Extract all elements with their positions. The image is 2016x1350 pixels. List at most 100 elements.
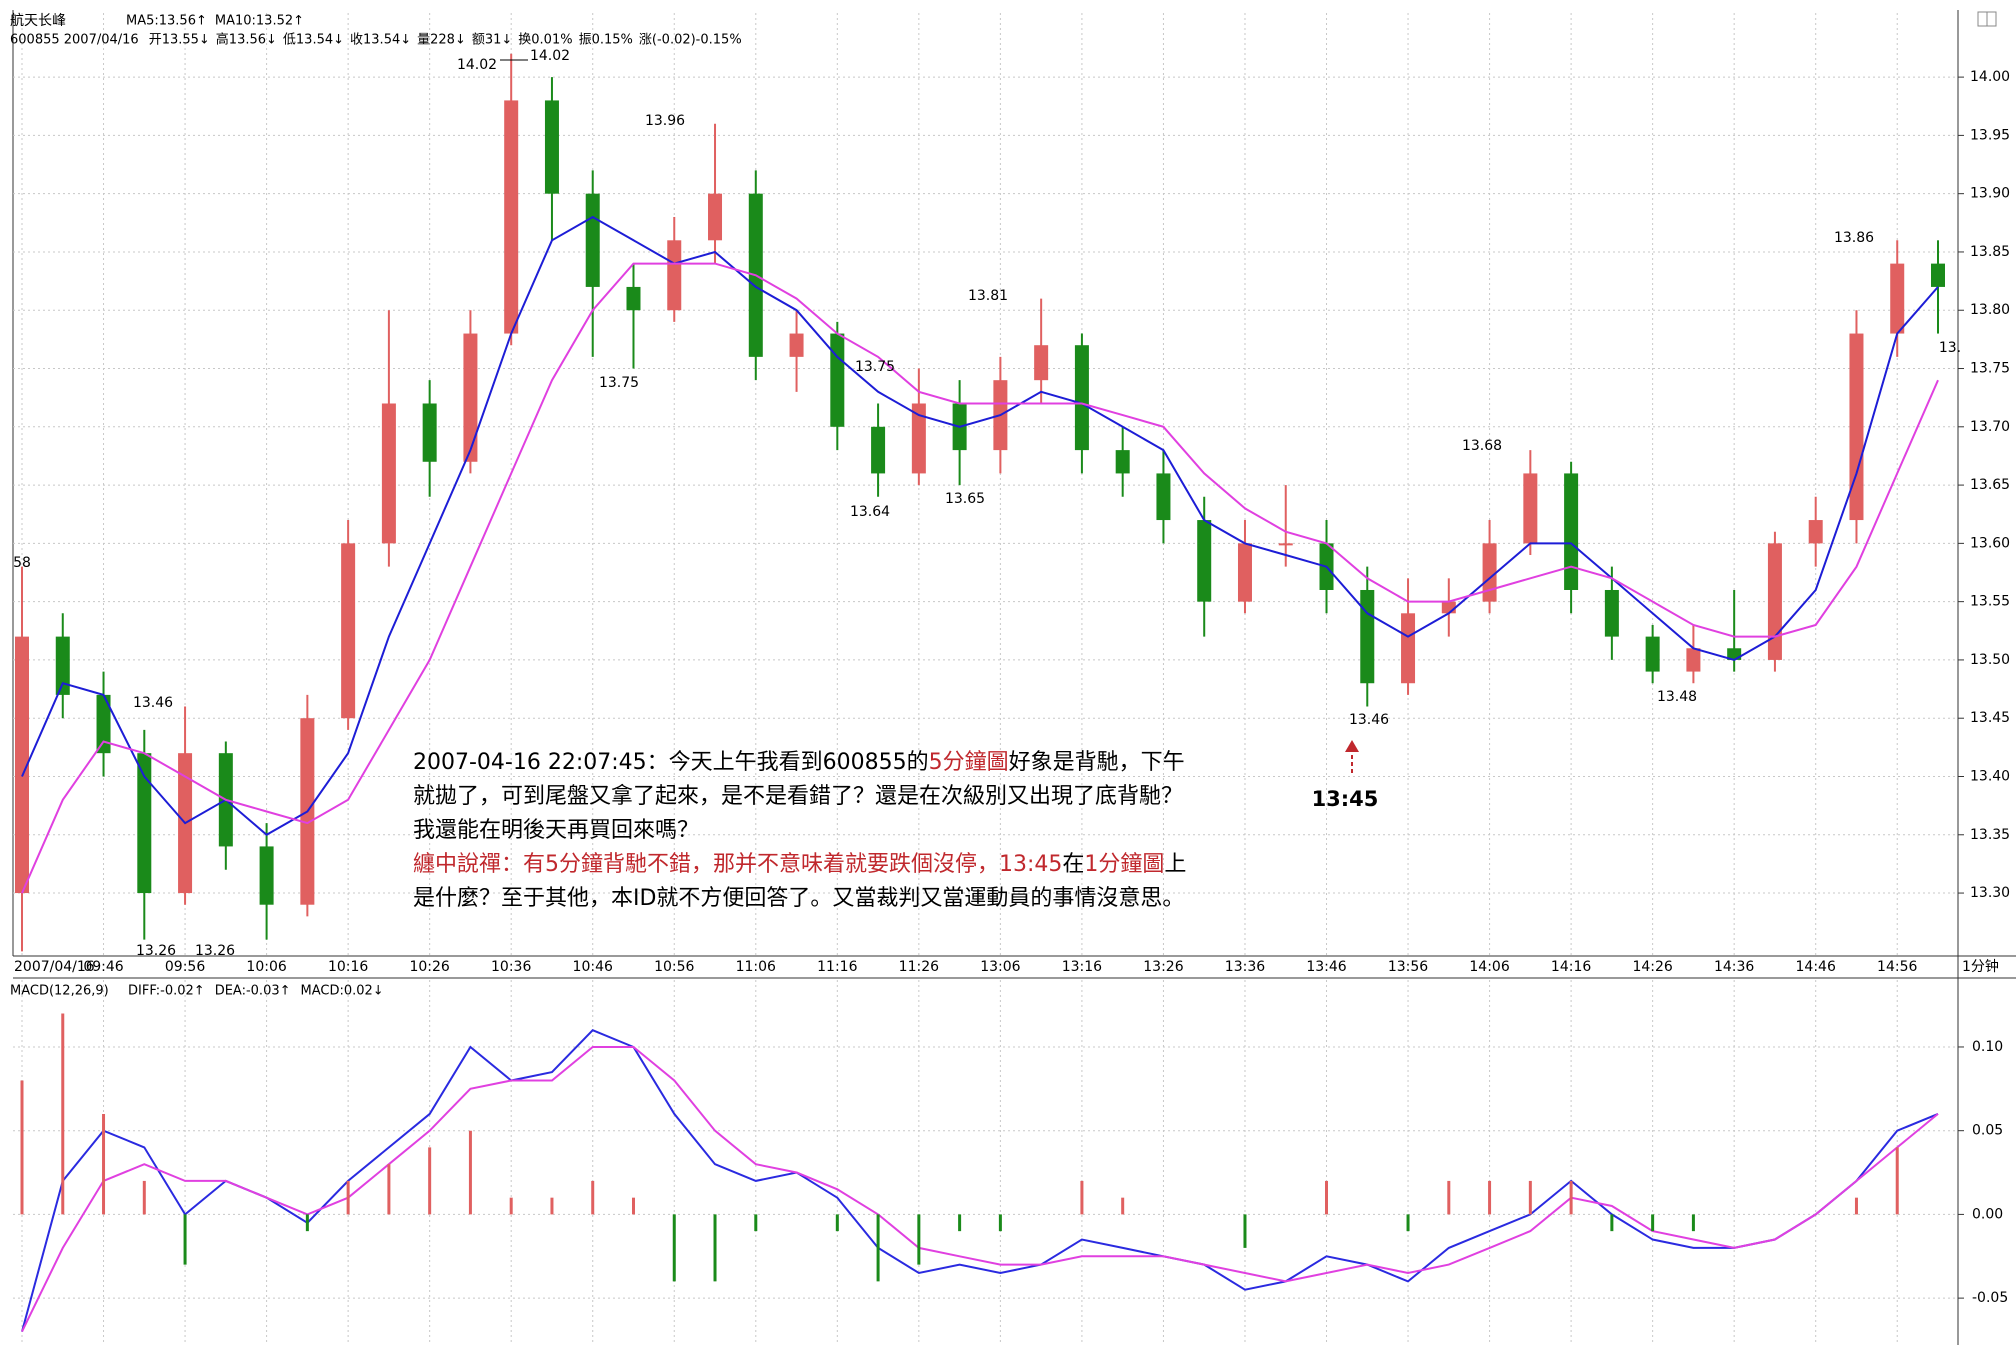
y-tick-label: 13.90 (1970, 186, 2010, 202)
x-tick-label: 09:46 (83, 959, 123, 975)
candle-body (1849, 333, 1864, 521)
price-annotation: 13.96 (645, 113, 685, 129)
candle-body (463, 333, 478, 462)
quote-item: 量228↓ (417, 33, 466, 48)
candle-body (504, 100, 519, 334)
y-tick-label: 13.50 (1970, 652, 2010, 668)
x-tick-label: 11:16 (817, 959, 857, 975)
y-tick-label: 13.70 (1970, 419, 2010, 435)
x-tick-label: 10:16 (328, 959, 368, 975)
comment-text: 上 (1164, 852, 1186, 877)
y-tick-label: 13.80 (1970, 302, 2010, 318)
candle-body (1767, 543, 1782, 660)
x-tick-label: 14:26 (1632, 959, 1672, 975)
arrow-label: 13:45 (1312, 787, 1379, 811)
legend-entry: MA5:13.56↑ (126, 14, 207, 29)
price-annotation: 13.65 (945, 491, 985, 507)
legend-entry: MA10:13.52↑ (215, 14, 304, 29)
price-annotation: 13.81 (968, 288, 1008, 304)
legend-entry: DEA:-0.03↑ (215, 984, 291, 999)
legend-entry: MACD:0.02↓ (301, 984, 384, 999)
y-tick-label: 13.85 (1970, 244, 2010, 260)
candle-body (259, 846, 274, 905)
price-annotation: 14.02 (457, 57, 497, 73)
y-tick-label: 13.35 (1970, 827, 2010, 843)
candle-body (871, 426, 886, 474)
x-tick-label: 14:06 (1469, 959, 1509, 975)
candle-body (381, 403, 396, 544)
comment-line: 就拋了，可到尾盤又拿了起來，是不是看錯了？還是在次級別又出現了底背馳？ (413, 783, 1183, 809)
x-tick-label: 14:56 (1877, 959, 1917, 975)
x-tick-label: 10:26 (409, 959, 449, 975)
candle-body (1931, 263, 1945, 287)
y-tick-label: 13.95 (1970, 127, 2010, 143)
candle-body (1645, 636, 1660, 672)
candle-body (1115, 450, 1130, 474)
x-tick-label: 10:46 (573, 959, 613, 975)
price-annotation: 13.68 (1462, 438, 1502, 454)
x-tick-label: 10:36 (491, 959, 531, 975)
candle-body (55, 636, 70, 695)
comment-line: 是什麼？至于其他，本ID就不方便回答了。又當裁判又當運動員的事情沒意思。 (413, 886, 1184, 911)
quote-item: 开13.55↓ (149, 33, 210, 48)
quote-item: 换0.01% (518, 33, 572, 48)
price-annotation: 58 (13, 555, 31, 571)
y-tick-label: 13.30 (1970, 885, 2010, 901)
x-tick-label: 14:16 (1551, 959, 1591, 975)
x-tick-label: 13:26 (1143, 959, 1183, 975)
x-tick-label: 11:26 (899, 959, 939, 975)
candle-body (1808, 520, 1823, 544)
price-annotation: 13.46 (1349, 712, 1389, 728)
comment-line: 2007-04-16 22:07:45：今天上午我看到600855的5分鐘圖好象… (413, 750, 1185, 775)
panel-title: MACD(12,26,9) (10, 984, 109, 999)
y-tick-label: 13.40 (1970, 768, 2010, 784)
quote-item: 额31↓ (472, 33, 512, 48)
macd-line (21, 1046, 1939, 1333)
x-tick-label: 11:06 (736, 959, 776, 975)
x-tick-label: 13:16 (1062, 959, 1102, 975)
x-tick-label: 13:36 (1225, 959, 1265, 975)
x-tick-label: 2007/04/16 (14, 959, 95, 975)
x-tick-label: 14:46 (1796, 959, 1836, 975)
candle-body (1237, 543, 1252, 602)
y-tick-label: 13.65 (1970, 477, 2010, 493)
price-annotation: 13.64 (850, 504, 890, 520)
x-tick-label: 13:06 (980, 959, 1020, 975)
quote-item: 涨(-0.02)-0.15% (639, 33, 742, 48)
candle-body (1074, 345, 1089, 451)
price-annotation: 13.86 (1834, 230, 1874, 246)
price-annotation: 14.02 (530, 48, 570, 64)
price-annotation: 13.48 (1657, 689, 1697, 705)
candle-body (422, 403, 437, 462)
price-annotation: 13.75 (855, 359, 895, 375)
comment-text: 好象是背馳，下午 (1009, 750, 1185, 775)
comment-text: 我還能在明後天再買回來嗎？ (413, 818, 699, 843)
candle-body (667, 240, 682, 311)
x-tick-label: 13:56 (1388, 959, 1428, 975)
candle-body (96, 694, 111, 754)
y-tick-label: 13.60 (1970, 535, 2010, 551)
candle-body (1564, 473, 1579, 590)
candle-body (585, 193, 600, 287)
candle-body (1604, 589, 1619, 637)
comment-text: 就拋了，可到尾盤又拿了起來，是不是看錯了？還是在次級別又出現了底背馳？ (413, 783, 1183, 809)
candle-body (1727, 648, 1742, 660)
x-tick-label: 10:56 (654, 959, 694, 975)
candle-body (15, 636, 29, 894)
candle-body (1360, 589, 1375, 684)
candle-body (708, 193, 723, 241)
x-unit: 1分钟 (1962, 958, 1999, 975)
quote-item: 振0.15% (579, 33, 633, 48)
x-tick-label: 14:36 (1714, 959, 1754, 975)
candle-body (544, 100, 559, 194)
quote-item: 收13.54↓ (350, 33, 411, 48)
comment-text: 1分鐘圖 (1084, 852, 1164, 877)
comment-line: 我還能在明後天再買回來嗎？ (413, 818, 699, 843)
candle-body (137, 753, 152, 894)
quote-item: 高13.56↓ (216, 32, 277, 48)
comment-text: 在 (1062, 852, 1084, 877)
price-annotation: 13.46 (133, 695, 173, 711)
candle-body (1278, 543, 1293, 546)
